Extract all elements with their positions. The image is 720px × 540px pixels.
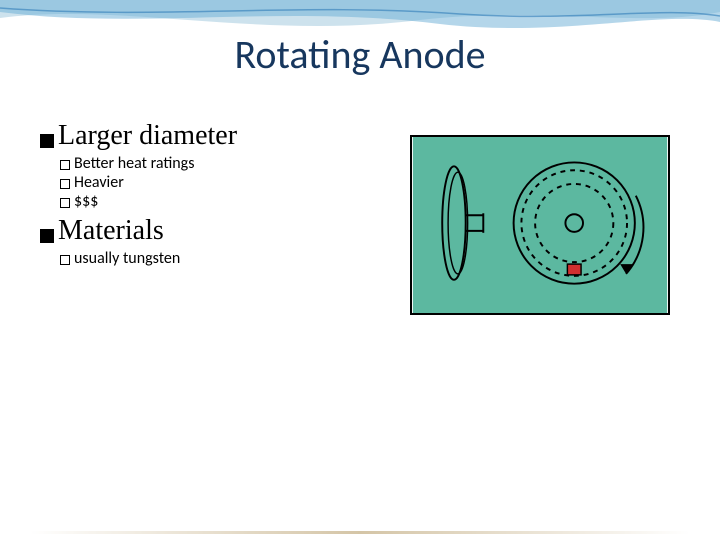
slide-title: Rotating Anode bbox=[0, 30, 720, 79]
bullet-main-1-text: Larger diameter bbox=[58, 120, 237, 152]
bullet-sub-3: $$$ bbox=[60, 192, 380, 211]
bullet-sub-1-text: Better heat ratings bbox=[74, 154, 194, 173]
bullet-marker-filled bbox=[40, 134, 54, 148]
bullet-marker-hollow bbox=[60, 160, 70, 170]
bullet-sub-2-text: Heavier bbox=[74, 173, 124, 192]
bullet-marker-hollow bbox=[60, 255, 70, 265]
bullet-list: Larger diameter Better heat ratings Heav… bbox=[40, 120, 380, 268]
bullet-marker-hollow bbox=[60, 179, 70, 189]
rotating-anode-diagram bbox=[410, 135, 670, 315]
bullet-sub-3-text: $$$ bbox=[74, 192, 98, 211]
bullet-marker-filled bbox=[40, 229, 54, 243]
bullet-sub-2: Heavier bbox=[60, 173, 380, 192]
bullet-main-2: Materials bbox=[40, 215, 380, 247]
bullet-main-1: Larger diameter bbox=[40, 120, 380, 152]
bullet-marker-hollow bbox=[60, 198, 70, 208]
bullet-main-2-text: Materials bbox=[58, 215, 164, 247]
bullet-sub-1: Better heat ratings bbox=[60, 154, 380, 173]
footer-accent-line bbox=[30, 531, 690, 534]
bullet-sub-4: usually tungsten bbox=[60, 249, 380, 268]
bullet-sub-4-text: usually tungsten bbox=[74, 249, 180, 268]
